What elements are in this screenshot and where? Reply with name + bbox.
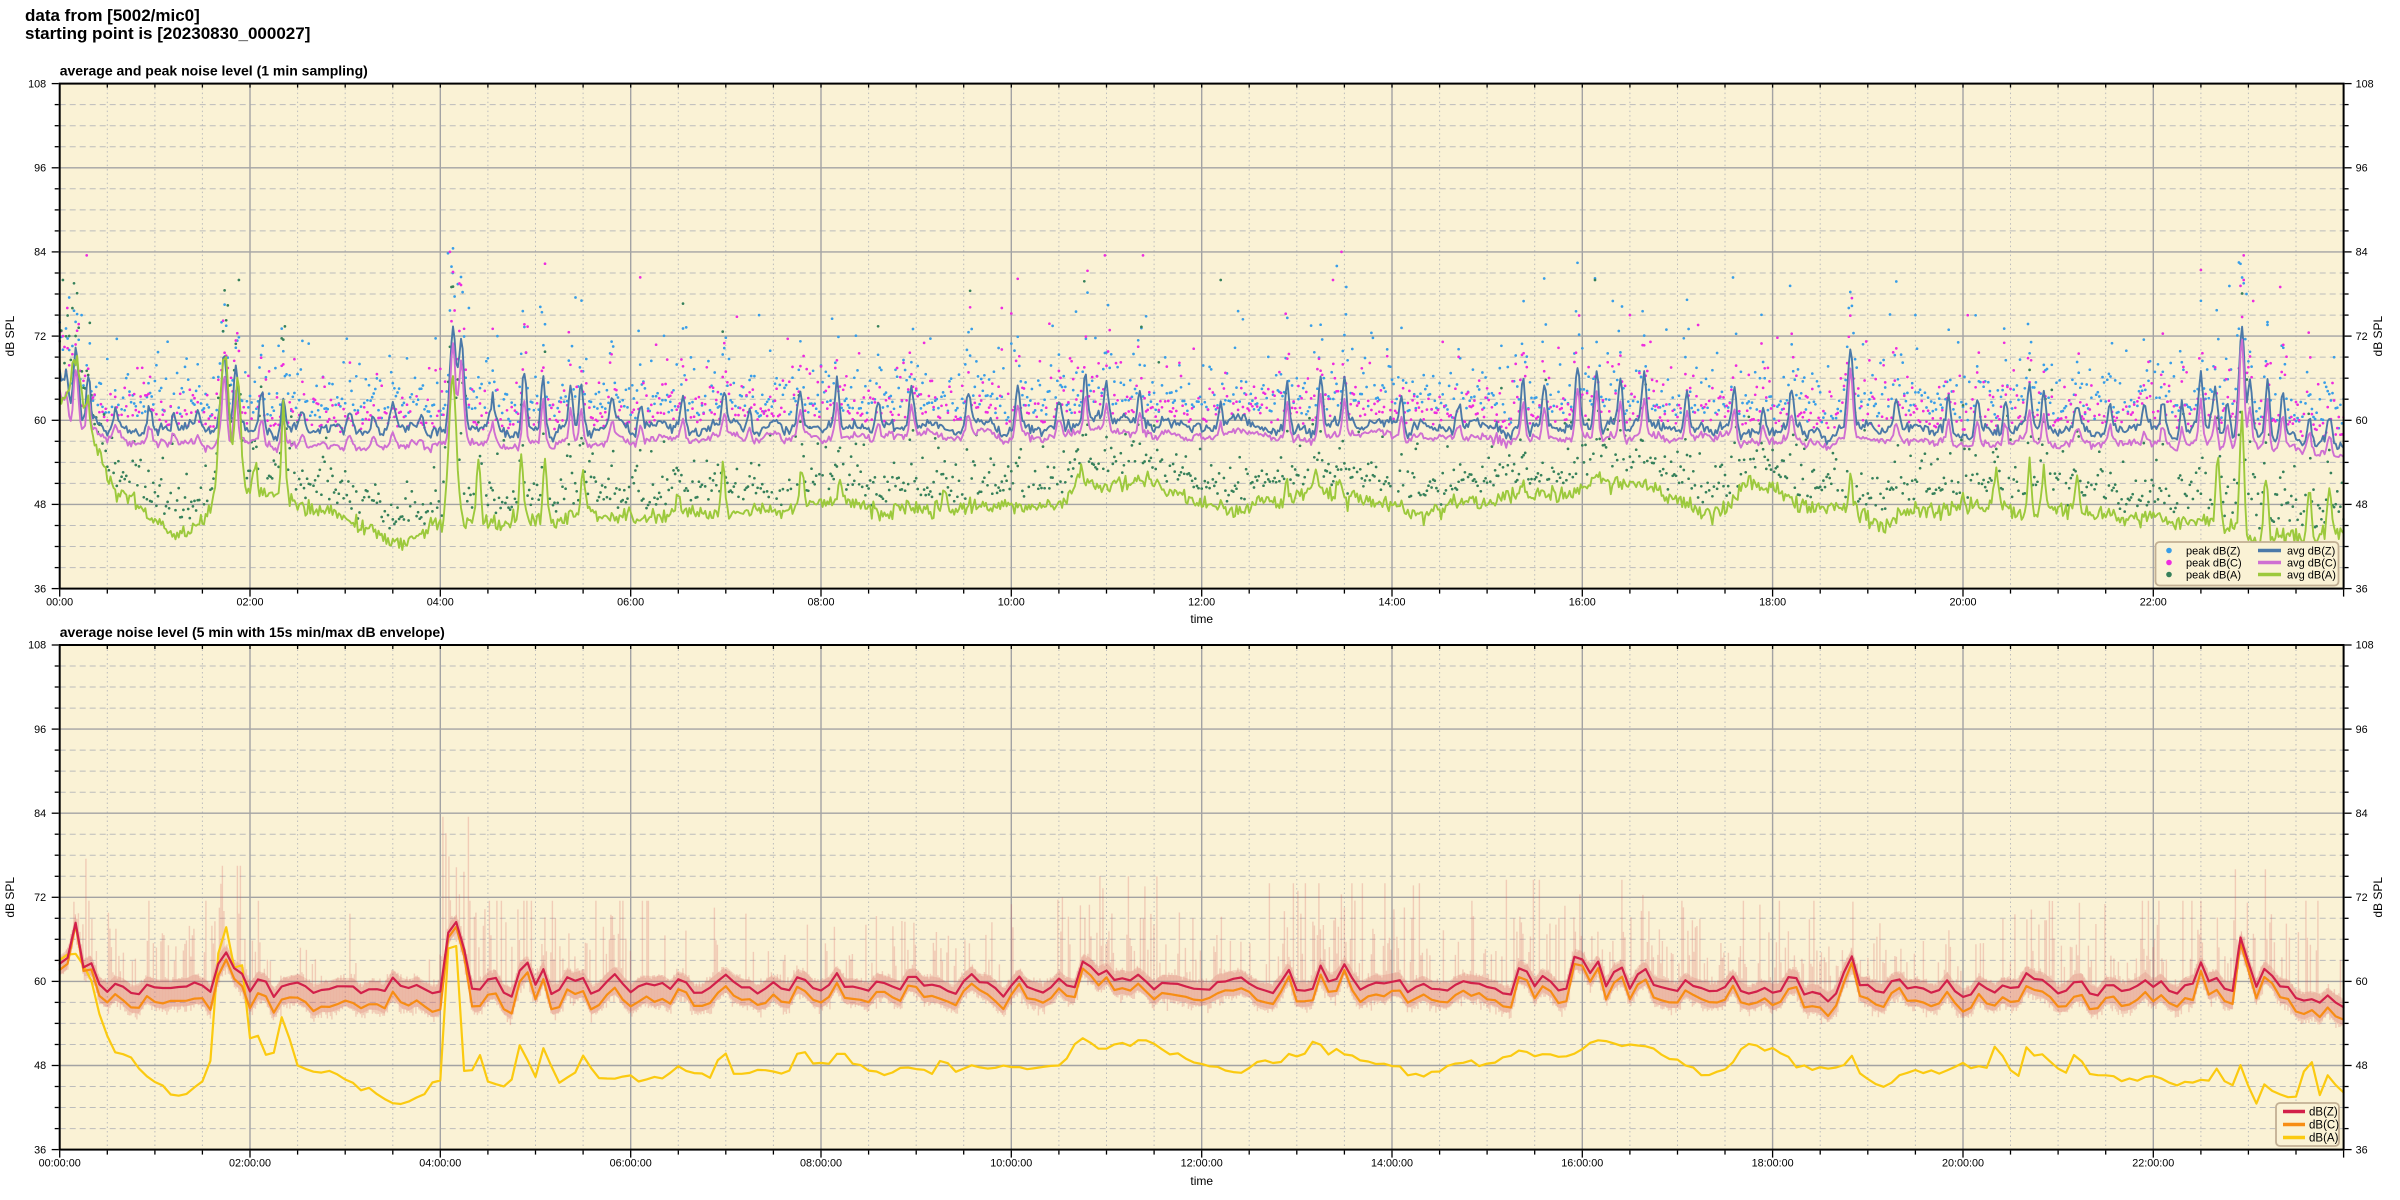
svg-text:108: 108: [28, 78, 46, 90]
svg-text:60: 60: [2356, 415, 2368, 427]
svg-text:72: 72: [2356, 331, 2368, 343]
svg-text:60: 60: [34, 976, 46, 988]
svg-text:06:00:00: 06:00:00: [610, 1158, 652, 1170]
svg-text:14:00: 14:00: [1378, 597, 1405, 609]
svg-text:36: 36: [34, 1144, 46, 1156]
svg-text:avg dB(A): avg dB(A): [2287, 570, 2336, 582]
svg-text:16:00: 16:00: [1569, 597, 1596, 609]
svg-text:72: 72: [34, 331, 46, 343]
svg-text:96: 96: [34, 163, 46, 175]
svg-text:dB SPL: dB SPL: [2371, 877, 2385, 918]
svg-text:36: 36: [2356, 583, 2368, 595]
svg-text:08:00:00: 08:00:00: [800, 1158, 842, 1170]
svg-text:48: 48: [34, 1060, 46, 1072]
svg-text:84: 84: [2356, 247, 2368, 259]
svg-text:average and peak noise level (: average and peak noise level (1 min samp…: [60, 63, 368, 79]
svg-text:16:00:00: 16:00:00: [1561, 1158, 1603, 1170]
svg-text:84: 84: [2356, 808, 2368, 820]
svg-text:12:00: 12:00: [1188, 597, 1215, 609]
svg-text:10:00: 10:00: [998, 597, 1025, 609]
svg-text:20:00:00: 20:00:00: [1942, 1158, 1984, 1170]
svg-text:peak dB(C): peak dB(C): [2186, 558, 2242, 570]
svg-text:data from [5002/mic0]: data from [5002/mic0]: [25, 6, 200, 25]
svg-text:time: time: [1190, 1174, 1213, 1188]
svg-text:48: 48: [2356, 1060, 2368, 1072]
svg-text:84: 84: [34, 247, 46, 259]
svg-text:dB SPL: dB SPL: [3, 315, 17, 356]
svg-text:dB(A): dB(A): [2309, 1133, 2339, 1145]
svg-text:dB SPL: dB SPL: [3, 877, 17, 918]
svg-text:00:00:00: 00:00:00: [39, 1158, 81, 1170]
svg-text:96: 96: [34, 724, 46, 736]
svg-text:60: 60: [34, 415, 46, 427]
svg-text:108: 108: [2356, 640, 2374, 652]
svg-text:time: time: [1190, 612, 1213, 626]
svg-text:18:00:00: 18:00:00: [1752, 1158, 1794, 1170]
svg-text:dB SPL: dB SPL: [2371, 315, 2385, 356]
svg-text:96: 96: [2356, 724, 2368, 736]
svg-text:48: 48: [2356, 499, 2368, 511]
svg-text:00:00: 00:00: [46, 597, 73, 609]
svg-text:20:00: 20:00: [1949, 597, 1976, 609]
svg-text:04:00: 04:00: [427, 597, 454, 609]
svg-text:peak dB(Z): peak dB(Z): [2186, 546, 2240, 558]
svg-text:12:00:00: 12:00:00: [1181, 1158, 1223, 1170]
svg-text:starting point is [20230830_00: starting point is [20230830_000027]: [25, 24, 310, 43]
svg-text:average noise level (5 min wit: average noise level (5 min with 15s min/…: [60, 624, 445, 640]
svg-text:dB(Z): dB(Z): [2309, 1107, 2338, 1119]
svg-text:22:00:00: 22:00:00: [2132, 1158, 2174, 1170]
svg-text:04:00:00: 04:00:00: [419, 1158, 461, 1170]
svg-text:60: 60: [2356, 976, 2368, 988]
svg-text:18:00: 18:00: [1759, 597, 1786, 609]
svg-text:22:00: 22:00: [2140, 597, 2167, 609]
svg-text:avg dB(C): avg dB(C): [2287, 558, 2337, 570]
svg-text:108: 108: [2356, 78, 2374, 90]
svg-text:08:00: 08:00: [807, 597, 834, 609]
svg-text:10:00:00: 10:00:00: [990, 1158, 1032, 1170]
svg-text:14:00:00: 14:00:00: [1371, 1158, 1413, 1170]
svg-text:peak dB(A): peak dB(A): [2186, 570, 2241, 582]
svg-text:36: 36: [2356, 1144, 2368, 1156]
svg-text:84: 84: [34, 808, 46, 820]
svg-text:36: 36: [34, 583, 46, 595]
svg-text:dB(C): dB(C): [2309, 1120, 2339, 1132]
svg-text:02:00: 02:00: [236, 597, 263, 609]
svg-text:avg dB(Z): avg dB(Z): [2287, 546, 2335, 558]
svg-text:48: 48: [34, 499, 46, 511]
svg-text:02:00:00: 02:00:00: [229, 1158, 271, 1170]
svg-text:96: 96: [2356, 163, 2368, 175]
svg-text:06:00: 06:00: [617, 597, 644, 609]
svg-text:72: 72: [34, 892, 46, 904]
svg-text:72: 72: [2356, 892, 2368, 904]
svg-text:108: 108: [28, 640, 46, 652]
